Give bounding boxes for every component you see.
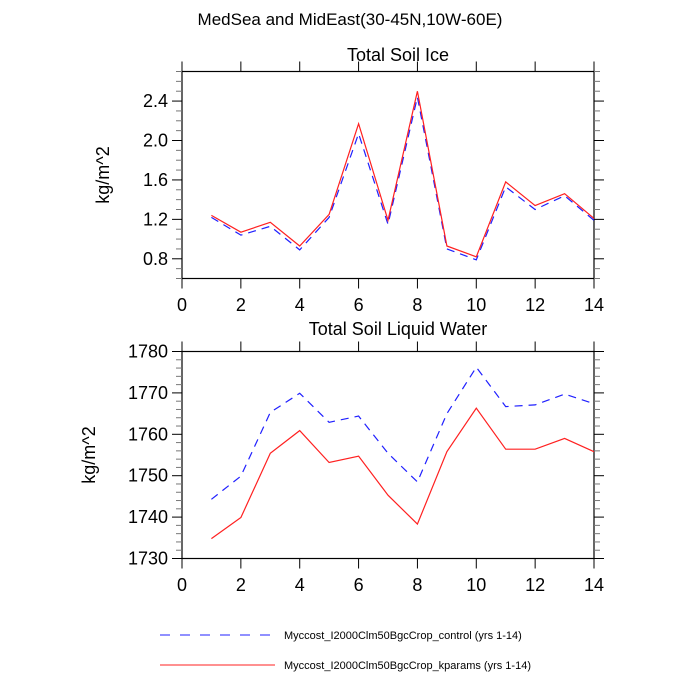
y-tick-label: 1.6 xyxy=(143,170,168,190)
y-tick-label: 2.4 xyxy=(143,91,168,111)
x-tick-label: 6 xyxy=(354,575,364,595)
x-tick-label: 8 xyxy=(412,575,422,595)
series-kparams-line xyxy=(211,407,595,540)
panel-total-soil-ice: Total Soil Ice kg/m^2 0 2 4 6 8 10 12 14 0.8 1.2 1.6… xyxy=(93,45,604,315)
series-control-line xyxy=(211,96,595,261)
x-tick-label: 10 xyxy=(466,295,486,315)
y-axis-label: kg/m^2 xyxy=(79,426,99,483)
panel-total-soil-liquid-water: Total Soil Liquid Water kg/m^2 0 2 4 6 8 10 12 14… xyxy=(79,319,604,595)
x-tick-label: 0 xyxy=(177,575,187,595)
y-tick-label: 1730 xyxy=(128,549,168,569)
y-tick-label: 1.2 xyxy=(143,209,168,229)
x-tick-label: 2 xyxy=(236,295,246,315)
legend-label: Myccost_I2000Clm50BgcCrop_kparams (yrs 1… xyxy=(284,660,531,672)
x-tick-label: 0 xyxy=(177,295,187,315)
legend-label: Myccost_I2000Clm50BgcCrop_control (yrs 1… xyxy=(284,630,522,642)
y-tick-label: 1780 xyxy=(128,342,168,362)
y-tick-label: 1760 xyxy=(128,424,168,444)
x-tick-label: 14 xyxy=(584,295,604,315)
legend: Myccost_I2000Clm50BgcCrop_control (yrs 1… xyxy=(160,630,531,672)
y-tick-label: 1770 xyxy=(128,383,168,403)
y-tick-label: 1740 xyxy=(128,507,168,527)
x-tick-label: 12 xyxy=(525,295,545,315)
y-tick-label: 0.8 xyxy=(143,249,168,269)
x-tick-label: 4 xyxy=(295,295,305,315)
plot-frame xyxy=(181,70,595,280)
x-tick-label: 8 xyxy=(412,295,422,315)
figure-title: MedSea and MidEast(30-45N,10W-60E) xyxy=(197,10,503,29)
x-tick-label: 14 xyxy=(584,575,604,595)
x-tick-label: 2 xyxy=(236,575,246,595)
y-axis-label: kg/m^2 xyxy=(93,146,113,203)
y-tick-label: 2.0 xyxy=(143,131,168,151)
x-tick-label: 6 xyxy=(354,295,364,315)
plot-title: Total Soil Liquid Water xyxy=(309,319,487,339)
series-kparams-line xyxy=(211,91,595,258)
y-tick-label: 1750 xyxy=(128,466,168,486)
x-tick-label: 10 xyxy=(466,575,486,595)
x-tick-label: 4 xyxy=(295,575,305,595)
series-control-line xyxy=(211,366,595,500)
x-tick-label: 12 xyxy=(525,575,545,595)
plot-frame xyxy=(181,350,595,560)
plot-title: Total Soil Ice xyxy=(347,45,449,65)
